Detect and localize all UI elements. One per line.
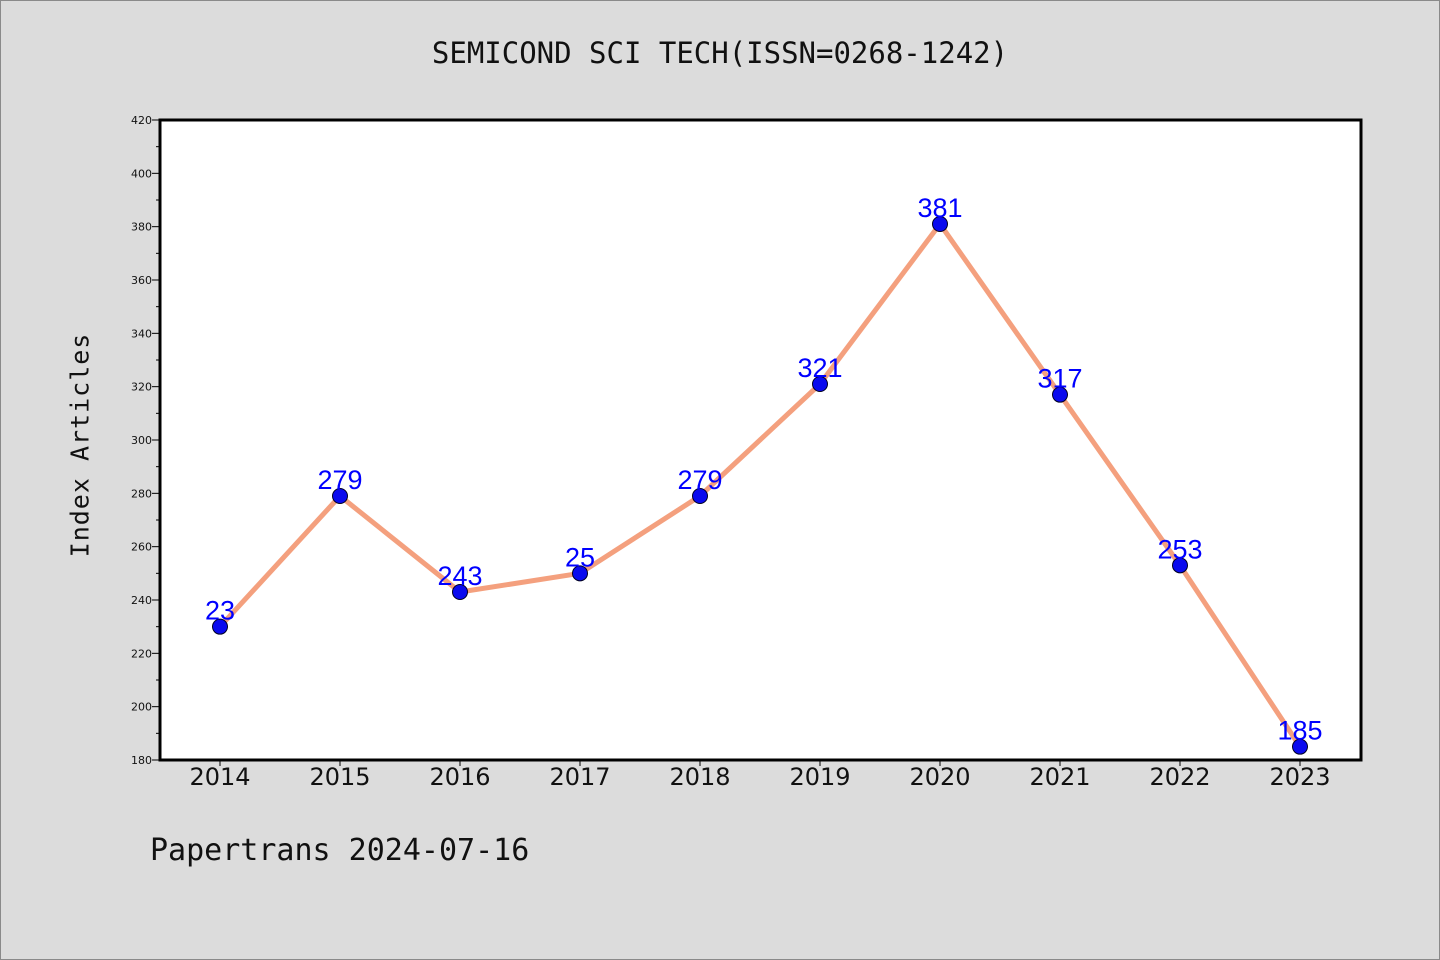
data-label: 185 — [1277, 716, 1322, 746]
series-line — [217, 221, 1303, 750]
x-tick-label: 2017 — [549, 763, 610, 791]
data-point — [1172, 557, 1188, 574]
y-tick-label: 360 — [131, 274, 152, 287]
y-tick-label: 420 — [131, 114, 152, 127]
x-tick-label: 2020 — [909, 763, 970, 791]
data-label: 317 — [1037, 364, 1082, 394]
x-tick-label: 2019 — [789, 763, 850, 791]
chart-title: SEMICOND SCI TECH(ISSN=0268-1242) — [431, 36, 1009, 70]
y-tick-label: 180 — [131, 754, 152, 767]
data-label: 253 — [1157, 534, 1202, 564]
data-label: 279 — [677, 465, 722, 495]
y-tick-label: 380 — [131, 221, 152, 234]
x-tick-label: 2016 — [429, 763, 490, 791]
y-tick-label: 280 — [131, 487, 152, 500]
y-tick-label: 200 — [131, 701, 152, 714]
x-tick-label: 2022 — [1149, 763, 1210, 791]
data-point — [572, 565, 588, 582]
x-tick-label: 2015 — [309, 763, 370, 791]
data-label: 279 — [317, 465, 362, 495]
data-label: 321 — [797, 353, 842, 383]
plot-border — [158, 118, 1363, 762]
y-tick-label: 340 — [131, 327, 152, 340]
data-label: 23 — [205, 596, 235, 626]
y-tick-label: 260 — [131, 541, 152, 554]
data-point — [1052, 386, 1068, 403]
footer-watermark: Papertrans 2024-07-16 — [150, 833, 530, 868]
x-tick-label: 2021 — [1029, 763, 1090, 791]
y-tick-label: 320 — [131, 381, 152, 394]
data-label: 25 — [565, 542, 595, 572]
y-tick-label: 300 — [131, 434, 152, 447]
data-point — [332, 488, 348, 504]
data-point — [692, 488, 708, 504]
data-point — [452, 584, 468, 600]
data-point — [932, 216, 948, 232]
y-tick-label: 220 — [131, 647, 152, 660]
y-tick-label: 240 — [131, 594, 152, 607]
y-tick-label: 400 — [131, 167, 152, 180]
x-tick-label: 2018 — [669, 763, 730, 791]
data-label: 381 — [917, 193, 962, 223]
x-tick-label: 2023 — [1269, 763, 1330, 791]
data-point — [812, 376, 828, 392]
x-tick-label: 2014 — [189, 763, 250, 791]
data-label: 243 — [437, 561, 482, 591]
data-point — [1292, 738, 1308, 755]
data-point — [212, 618, 228, 635]
